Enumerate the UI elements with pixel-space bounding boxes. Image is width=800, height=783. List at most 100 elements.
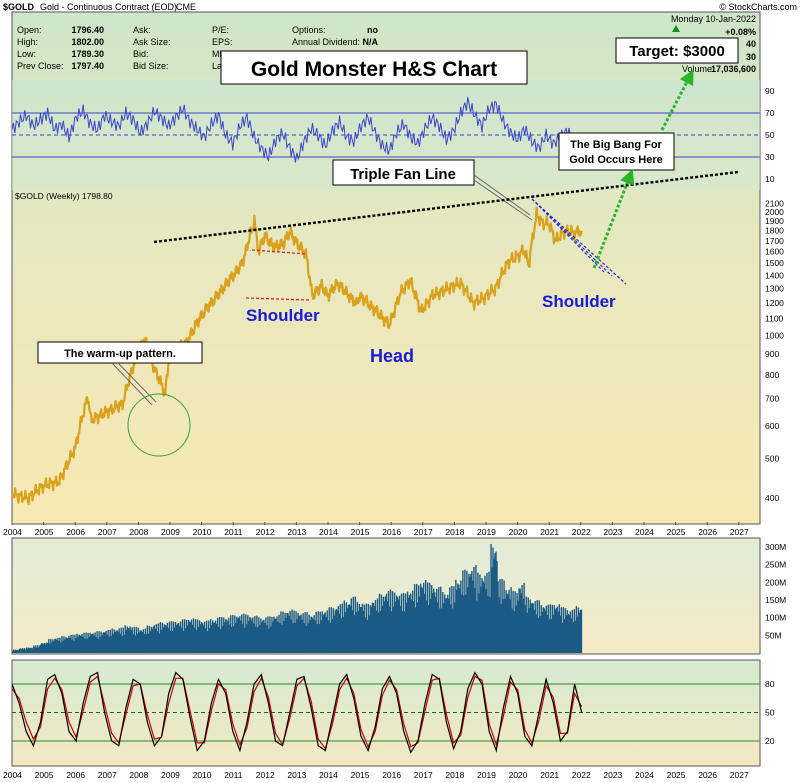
volume-bar (437, 602, 439, 653)
volume-bar (35, 645, 37, 653)
volume-bar (13, 649, 15, 653)
volume-bar (108, 636, 110, 653)
volume-bar (468, 573, 470, 653)
x-axis-main: 2004 2005 2006 2007 2008 2009 2010 2011 2012 2013… (3, 522, 749, 537)
volume-bar (481, 578, 483, 653)
volume-bar (156, 631, 159, 653)
volume-bar (511, 608, 513, 653)
warmup-label: The warm-up pattern. (64, 348, 176, 360)
volume-bar (211, 620, 214, 653)
volume-bar (43, 643, 45, 653)
volume-bar (200, 622, 203, 653)
volume-bar (301, 619, 303, 653)
volume-bar (92, 633, 94, 653)
volume-bar (214, 620, 217, 653)
volume-bar (339, 604, 341, 653)
volume-bar (538, 600, 540, 653)
volume-bar (519, 588, 521, 653)
volume-bar (103, 632, 105, 653)
x-tick-bottom-2017: 2017 (414, 770, 433, 780)
volume-bar (181, 619, 184, 653)
volume-bar (503, 580, 505, 653)
volume-bar (334, 610, 336, 653)
volume-bar (228, 617, 230, 653)
volume-bar (125, 630, 127, 653)
volume-bar (518, 588, 520, 653)
volume-bar (208, 628, 211, 653)
volume-bar (31, 647, 33, 653)
fund-label-1: EPS: (212, 37, 233, 47)
volume-bar (292, 623, 294, 653)
volume-bar (20, 648, 22, 653)
volume-bar (560, 607, 563, 653)
volume-bar (283, 621, 285, 653)
volume-bar (167, 628, 170, 653)
shoulder-top-line (251, 249, 308, 255)
x-tick-bottom-2026: 2026 (698, 770, 717, 780)
volume-bar (429, 582, 431, 653)
volume-bar (142, 629, 145, 653)
volume-bar (114, 632, 116, 653)
volume-bar (298, 616, 300, 653)
x-tick-main-2020: 2020 (509, 527, 528, 537)
volume-bar (240, 620, 242, 653)
volume-bar (549, 604, 551, 653)
volume-bar (485, 589, 487, 653)
volume-bar (363, 604, 366, 653)
stoch-tick-80: 80 (765, 679, 775, 689)
volume-bar (367, 603, 370, 653)
volume-bar (554, 609, 557, 653)
price-tick-500: 500 (765, 454, 779, 464)
volume-bar (77, 636, 79, 653)
x-tick-bottom-2025: 2025 (667, 770, 686, 780)
volume-bar (343, 600, 345, 653)
volume-bar (119, 633, 121, 653)
volume-bar (342, 616, 344, 653)
volume-bar (227, 621, 229, 653)
x-tick-bottom-2027: 2027 (730, 770, 749, 780)
volume-bar (389, 589, 392, 653)
volume-bar (270, 626, 272, 653)
partial-value-b: 30 (746, 52, 756, 62)
volume-bar (130, 630, 132, 653)
volume-bar (287, 613, 289, 653)
opts-value-0: no (367, 25, 378, 35)
volume-bar (388, 606, 391, 653)
volume-bar (426, 600, 428, 653)
volume-bar (265, 617, 267, 653)
volume-bar (548, 619, 550, 653)
volume-bar (118, 628, 120, 653)
x-tick-bottom-2008: 2008 (129, 770, 148, 780)
volume-bar (133, 626, 135, 653)
volume-bar (124, 625, 126, 653)
volume-bar (472, 580, 474, 653)
fund-label-2: Mk (212, 49, 224, 59)
volume-bar (120, 627, 122, 653)
volume-bar (431, 585, 433, 653)
volume-bar (514, 591, 516, 653)
x-tick-bottom-2004: 2004 (3, 770, 22, 780)
volume-bar (196, 619, 199, 653)
volume-bar (166, 622, 169, 653)
neckline-trendline (153, 170, 739, 244)
price-tick-1900: 1900 (765, 216, 784, 226)
volume-bar (467, 587, 469, 653)
volume-bar (532, 603, 534, 653)
volume-bar (282, 611, 284, 653)
volume-bar (326, 610, 328, 653)
volume-bar (32, 648, 34, 653)
ask-label-1: Ask Size: (133, 37, 171, 47)
x-tick-main-2019: 2019 (477, 527, 496, 537)
volume-bar (454, 602, 456, 653)
volume-bar (258, 617, 260, 653)
volume-bar (374, 600, 377, 653)
volume-bar (484, 575, 486, 653)
quote-label-3: Prev Close: (17, 61, 64, 71)
volume-bar (112, 633, 114, 653)
volume-bar (383, 601, 386, 653)
volume-bar (155, 624, 158, 653)
volume-bar (286, 613, 288, 653)
volume-bar (85, 632, 87, 653)
x-tick-bottom-2022: 2022 (572, 770, 591, 780)
volume-bar (99, 636, 101, 653)
